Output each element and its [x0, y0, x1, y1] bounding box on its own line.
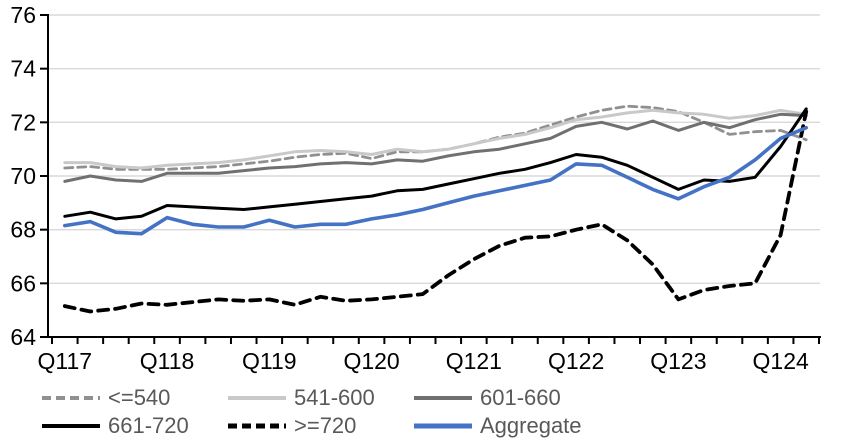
series-line-541-600 [63, 108, 808, 170]
x-tick-label: Q117 [38, 348, 93, 374]
series-line->=720 [62, 109, 809, 314]
y-tick-label: 66 [10, 270, 36, 296]
x-tick-label: Q119 [242, 348, 297, 374]
x-tick-label: Q124 [753, 348, 809, 374]
x-tick-label: Q123 [650, 348, 706, 374]
series-line-661-720 [63, 107, 808, 221]
x-tick-label: Q121 [446, 348, 502, 374]
series-line-Aggregate [63, 125, 809, 236]
x-tick-label: Q122 [548, 348, 604, 374]
y-tick-label: 70 [10, 163, 36, 189]
y-tick-label: 74 [10, 56, 36, 82]
x-tick-label: Q118 [140, 348, 195, 374]
series-line-601-660 [63, 112, 808, 183]
y-tick-label: 68 [10, 217, 36, 243]
y-tick-label: 76 [10, 2, 36, 28]
y-tick-label: 72 [10, 109, 36, 135]
y-tick-label: 64 [10, 324, 36, 350]
x-tick-label: Q120 [343, 348, 399, 374]
